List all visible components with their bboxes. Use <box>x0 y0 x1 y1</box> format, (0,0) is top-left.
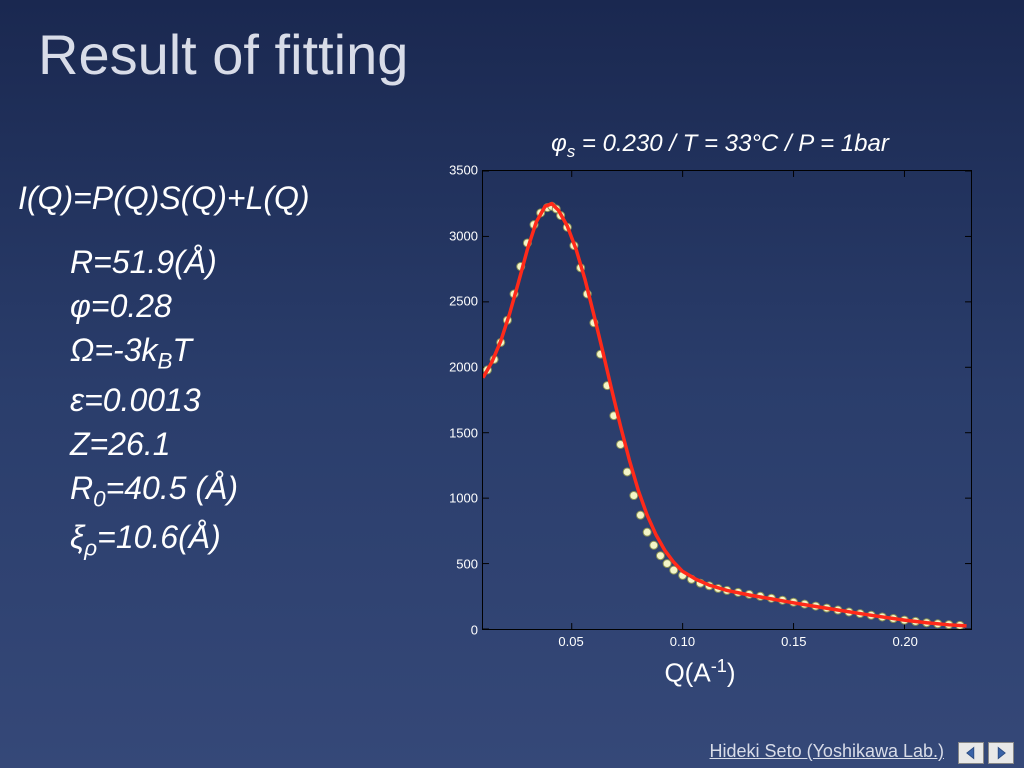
x-tick-label: 0.15 <box>781 634 806 649</box>
x-tick-label: 0.10 <box>670 634 695 649</box>
param-epsilon: ε=0.0013 <box>70 378 238 422</box>
chart-container: φs = 0.230 / T = 33°C / P = 1bar 0 500 100… <box>420 130 980 690</box>
y-tick-label: 1000 <box>449 491 478 506</box>
prev-button[interactable] <box>958 742 984 764</box>
plot-area <box>482 170 972 630</box>
nav-buttons <box>958 742 1014 764</box>
y-tick-label: 1500 <box>449 425 478 440</box>
param-R0: R0=40.5 (Å) <box>70 466 238 515</box>
param-R: R=51.9(Å) <box>70 240 238 284</box>
x-tick-label: 0.20 <box>893 634 918 649</box>
model-equation: I(Q)=P(Q)S(Q)+L(Q) <box>18 180 310 217</box>
param-Z: Z=26.1 <box>70 422 238 466</box>
param-omega: Ω=-3kBT <box>70 328 238 377</box>
chart-title: φs = 0.230 / T = 33°C / P = 1bar <box>420 130 980 162</box>
x-tick-label: 0.05 <box>558 634 583 649</box>
prev-icon <box>964 746 978 760</box>
y-tick-label: 2500 <box>449 294 478 309</box>
next-button[interactable] <box>988 742 1014 764</box>
y-tick-label: 3500 <box>449 162 478 177</box>
param-phi: φ=0.28 <box>70 284 238 328</box>
param-xi: ξρ=10.6(Å) <box>70 515 238 564</box>
page-title: Result of fitting <box>38 22 408 87</box>
footer-credit: Hideki Seto (Yoshikawa Lab.) <box>710 741 944 762</box>
plot-svg <box>483 171 971 629</box>
y-tick-label: 3000 <box>449 228 478 243</box>
y-tick-label: 0 <box>471 622 478 637</box>
plot-outer: 0500100015002000250030003500 0.050.100.1… <box>420 166 980 656</box>
fit-parameters: R=51.9(Å) φ=0.28 Ω=-3kBT ε=0.0013 Z=26.1… <box>70 240 238 565</box>
x-axis-label: Q(A-1) <box>420 656 980 689</box>
y-tick-label: 500 <box>456 557 478 572</box>
next-icon <box>994 746 1008 760</box>
y-tick-label: 2000 <box>449 359 478 374</box>
